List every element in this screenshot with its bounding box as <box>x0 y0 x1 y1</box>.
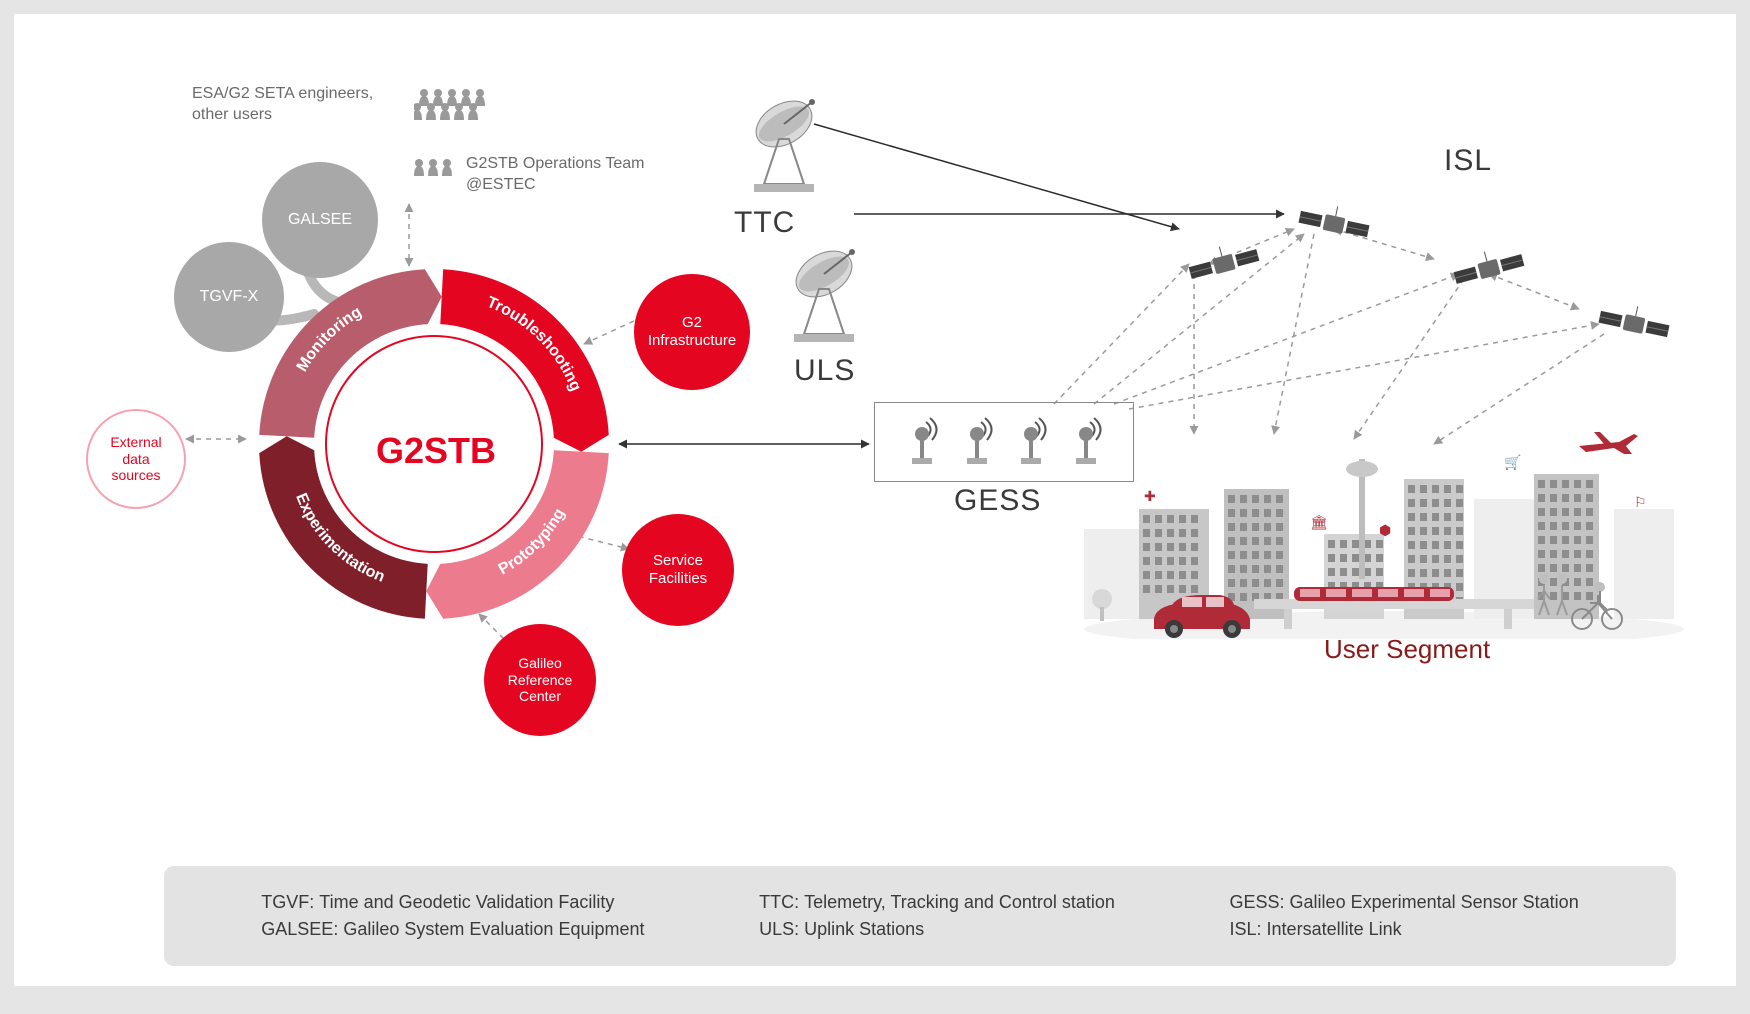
legend-key: ISL <box>1230 919 1257 939</box>
svg-text:🛒: 🛒 <box>1504 454 1521 471</box>
satellite-icon <box>1589 294 1679 354</box>
satellite-icon <box>1179 234 1269 294</box>
antenna-icon <box>744 94 834 204</box>
people-lower-label: G2STB Operations Team@ESTEC <box>466 154 644 196</box>
node-tgvfx: TGVF-X <box>174 242 284 352</box>
label-uls: ULS <box>794 354 855 388</box>
diagram-canvas: MonitoringTroubleshootingPrototypingExpe… <box>14 14 1736 986</box>
svg-text:⚐: ⚐ <box>1634 494 1647 510</box>
legend-val: Time and Geodetic Validation Facility <box>319 892 614 912</box>
svg-text:✚: ✚ <box>1144 488 1156 504</box>
legend-val: Galileo Experimental Sensor Station <box>1290 892 1579 912</box>
people-upper-label: ESA/G2 SETA engineers,other users <box>192 84 373 126</box>
label-ttc: TTC <box>734 206 795 240</box>
legend-bar: TGVF: Time and Geodetic Validation Facil… <box>164 866 1676 966</box>
node-grc: GalileoReferenceCenter <box>484 624 596 736</box>
legend-key: ULS <box>759 919 794 939</box>
legend-key: GESS <box>1230 892 1280 912</box>
gess-sensor-icon <box>957 414 997 470</box>
node-galsee: GALSEE <box>262 162 378 278</box>
gess-sensor-icon <box>902 414 942 470</box>
antenna-icon <box>784 244 874 354</box>
node-service: ServiceFacilities <box>622 514 734 626</box>
legend-val: Galileo System Evaluation Equipment <box>343 919 644 939</box>
gess-sensor-icon <box>1011 414 1051 470</box>
legend-key: GALSEE <box>261 919 333 939</box>
legend-val: Telemetry, Tracking and Control station <box>804 892 1115 912</box>
legend-val: Uplink Stations <box>804 919 924 939</box>
satellite-icon <box>1444 239 1534 299</box>
legend-key: TGVF <box>261 892 309 912</box>
node-external: Externaldatasources <box>86 409 186 509</box>
svg-text:🏛: 🏛 <box>1310 514 1328 530</box>
legend-val: Intersatellite Link <box>1267 919 1402 939</box>
legend-key: TTC <box>759 892 794 912</box>
label-gess: GESS <box>954 484 1041 518</box>
label-isl: ISL <box>1444 144 1492 178</box>
center-title: G2STB <box>376 430 496 472</box>
node-g2infra: G2Infrastructure <box>634 274 750 390</box>
satellite-icon <box>1289 194 1379 254</box>
people-group-icon <box>414 84 534 144</box>
svg-text:⬢: ⬢ <box>1379 522 1391 538</box>
user-segment-city: ✚ 🏛 ⬢ 🛒 ⚐ <box>1074 449 1694 639</box>
